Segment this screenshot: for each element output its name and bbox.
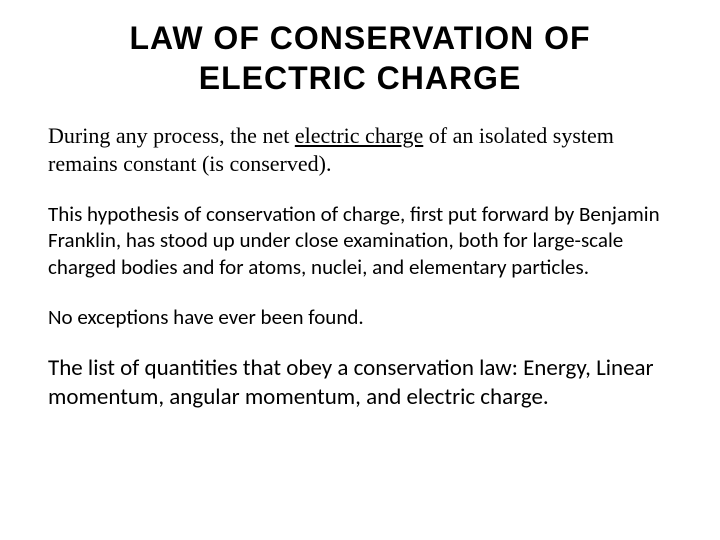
definition-pre: During any process, the net — [48, 123, 295, 148]
exceptions-paragraph: No exceptions have ever been found. — [48, 304, 672, 330]
definition-paragraph: During any process, the net electric cha… — [48, 122, 672, 177]
electric-charge-link[interactable]: electric charge — [295, 123, 423, 148]
quantities-paragraph: The list of quantities that obey a conse… — [48, 354, 672, 412]
page-title: LAW OF CONSERVATION OF ELECTRIC CHARGE — [48, 18, 672, 98]
hypothesis-paragraph: This hypothesis of conservation of charg… — [48, 201, 672, 280]
